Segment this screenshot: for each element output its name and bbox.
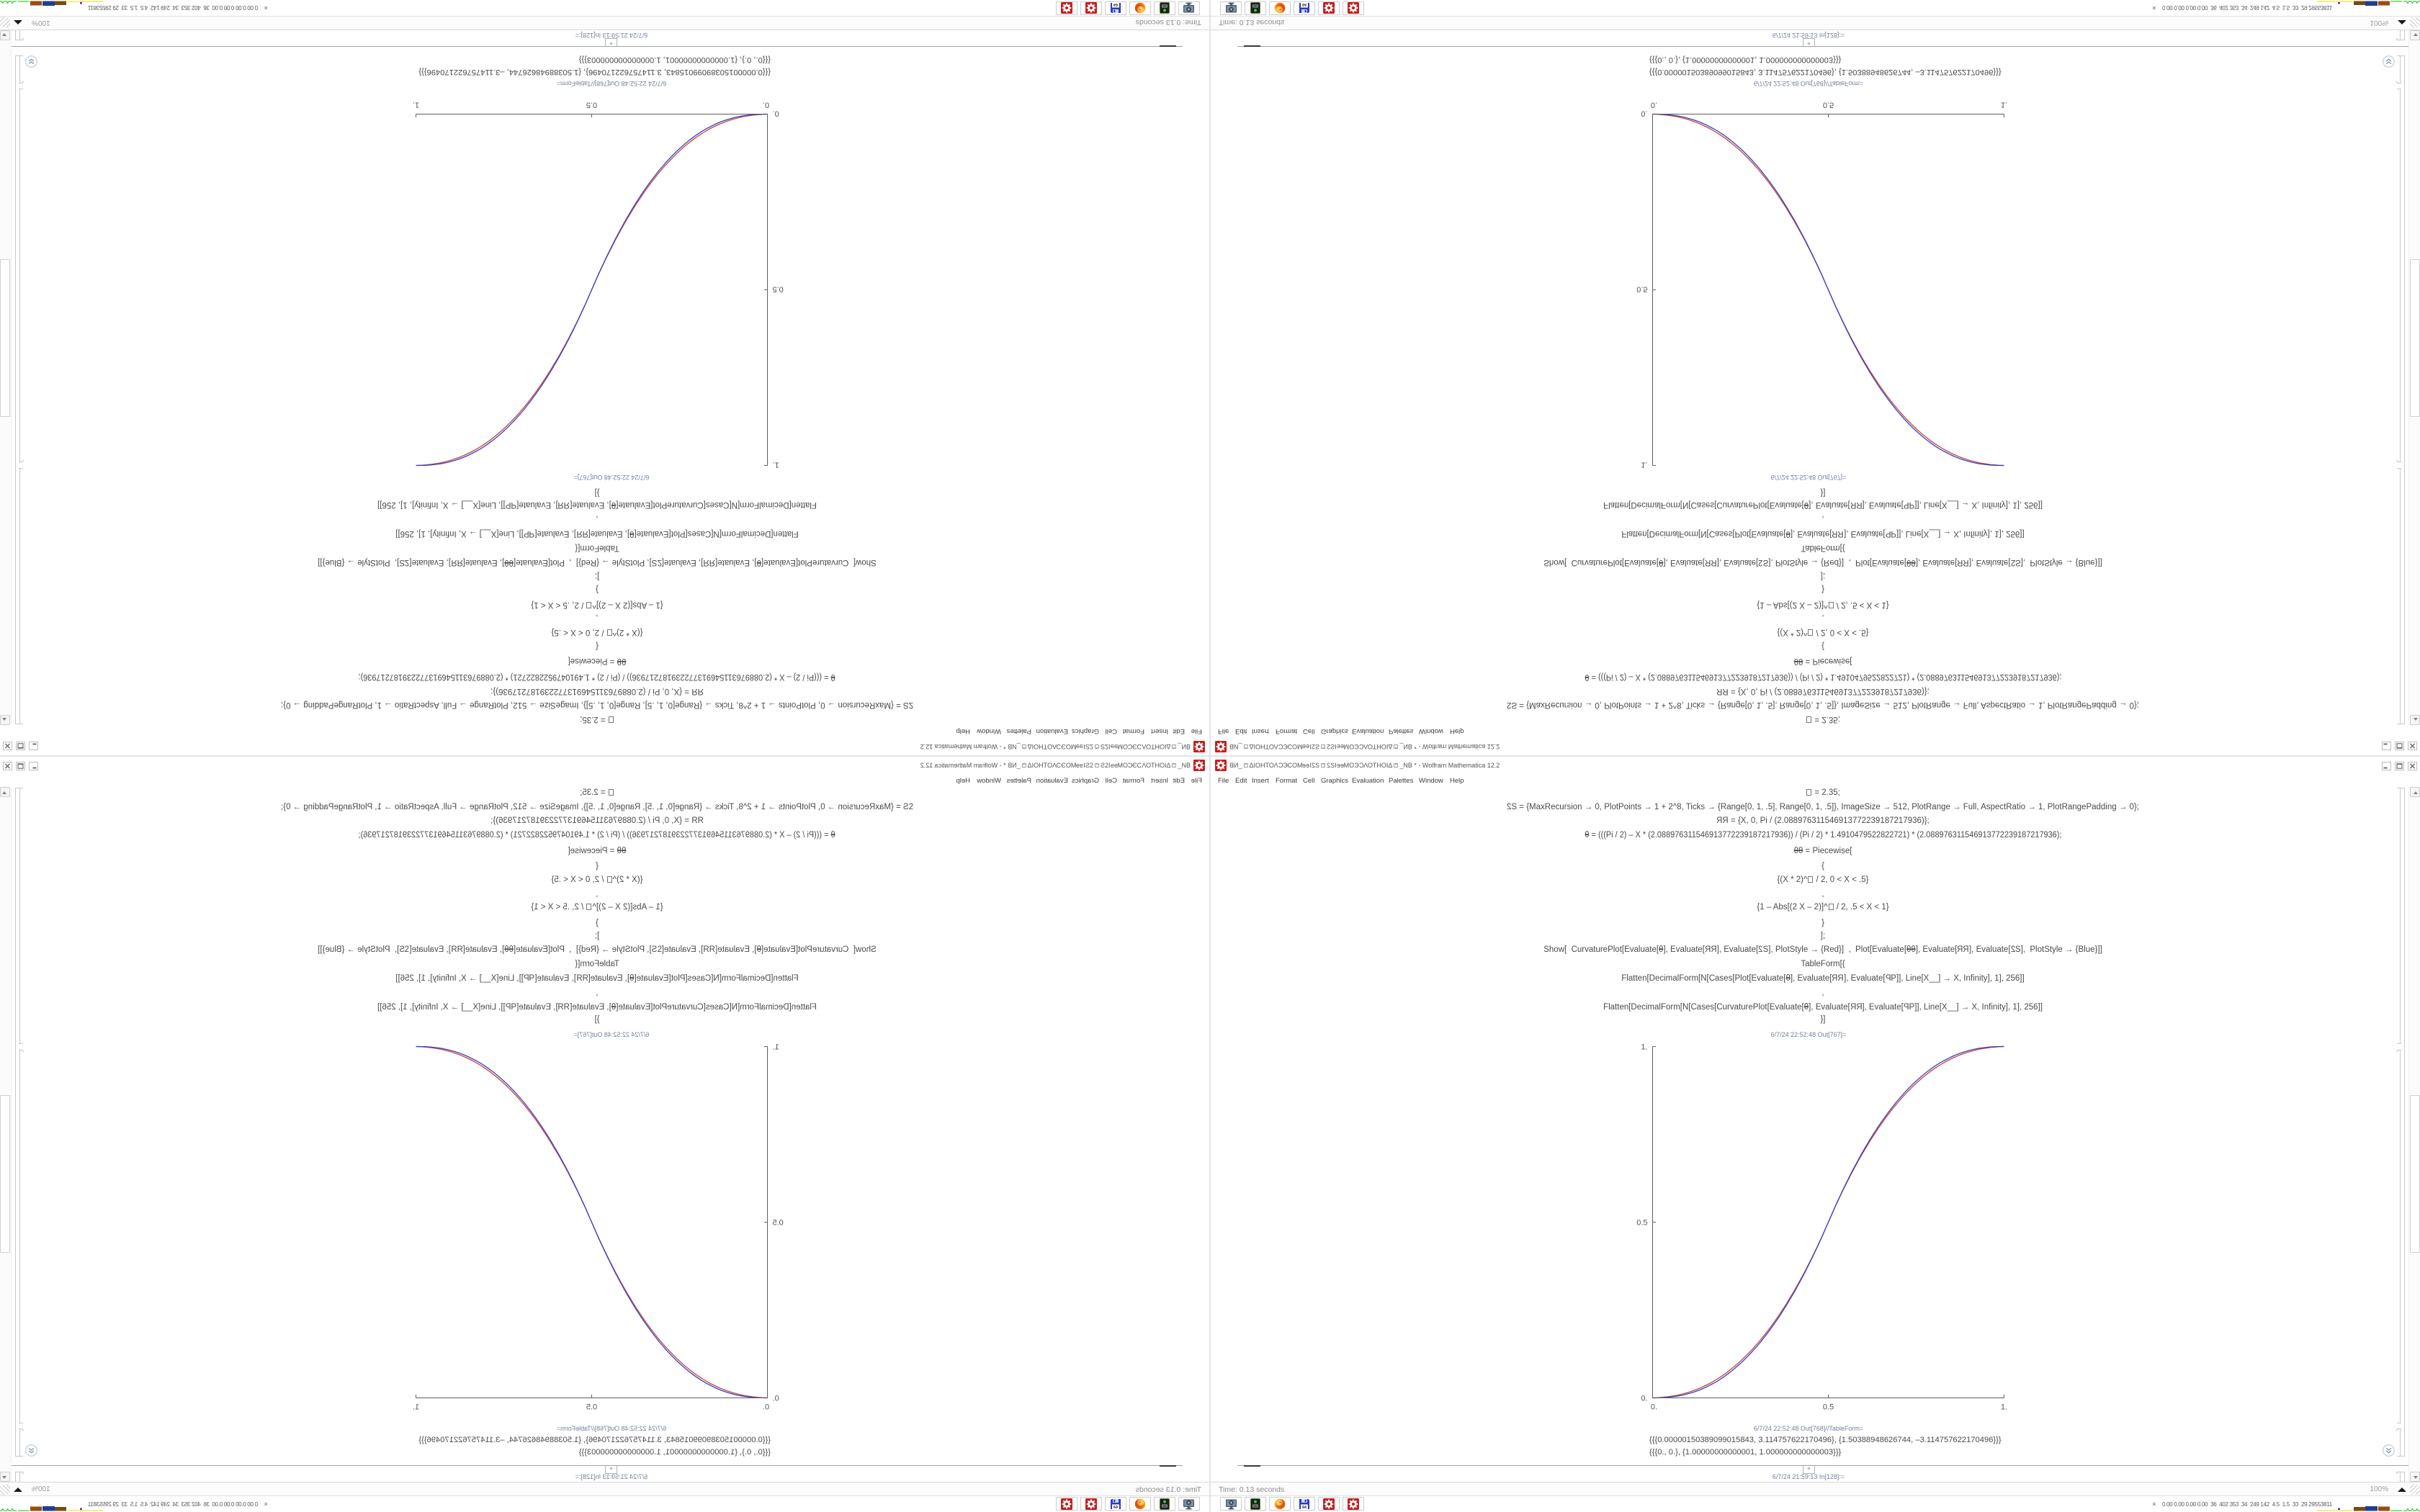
svg-text:0.5: 0.5: [1636, 285, 1647, 294]
svg-text:64: 64: [1302, 3, 1307, 7]
svg-text:1.: 1.: [1641, 461, 1647, 469]
svg-text:0.5: 0.5: [1636, 1219, 1647, 1228]
svg-text:0.5: 0.5: [1823, 101, 1834, 109]
svg-text:64: 64: [1113, 3, 1118, 7]
svg-text:0.: 0.: [773, 109, 779, 118]
svg-text:0.5: 0.5: [586, 101, 597, 109]
svg-text:0.5: 0.5: [773, 1219, 784, 1228]
svg-text:0.: 0.: [1651, 1403, 1657, 1412]
svg-text:1.: 1.: [413, 1403, 419, 1412]
svg-text:0.5: 0.5: [1823, 1403, 1834, 1412]
svg-text:1.: 1.: [2001, 101, 2007, 109]
svg-text:0.: 0.: [1651, 101, 1657, 109]
svg-text:0.5: 0.5: [773, 285, 784, 294]
svg-text:0.: 0.: [1641, 109, 1647, 118]
svg-text:1.: 1.: [2001, 1403, 2007, 1412]
svg-text:0.: 0.: [763, 101, 769, 109]
svg-text:0.: 0.: [763, 1403, 769, 1412]
svg-text:64: 64: [1302, 1505, 1307, 1509]
svg-text:1.: 1.: [1641, 1043, 1647, 1052]
svg-text:64: 64: [1113, 1505, 1118, 1509]
svg-text:1.: 1.: [773, 1043, 779, 1052]
svg-text:0.: 0.: [773, 1395, 779, 1403]
svg-text:0.5: 0.5: [586, 1403, 597, 1412]
svg-text:1.: 1.: [773, 461, 779, 469]
svg-text:1.: 1.: [413, 101, 419, 109]
svg-text:0.: 0.: [1641, 1395, 1647, 1403]
